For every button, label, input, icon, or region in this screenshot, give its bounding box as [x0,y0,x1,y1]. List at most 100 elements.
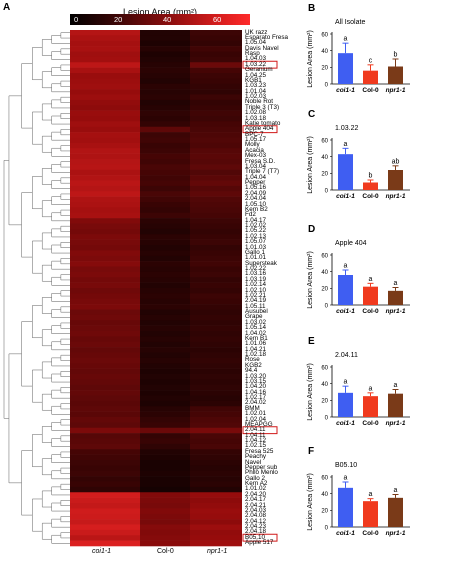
bar-panel-title: 1.03.22 [335,125,358,132]
heatmap-cell [70,529,140,536]
bar [338,154,353,190]
heatmap-row-label: Apple 517 [245,539,274,547]
heatmap-cell [140,67,190,74]
heatmap-cell [190,524,242,531]
heatmap-cell [140,519,190,525]
heatmap-cell [140,110,190,117]
heatmap-cell [140,540,190,547]
heatmap-cell [140,513,190,520]
heatmap-cell [70,395,140,402]
bar-y-axis-label: Lesion Area (mm²) [307,473,314,531]
heatmap-cell [140,51,190,58]
heatmap-row-label: 1.03.22 [245,60,267,68]
heatmap-cell [190,78,242,85]
heatmap-cell [140,481,190,488]
heatmap-cell [70,234,140,240]
heatmap-highlight-box [242,533,278,542]
heatmap-cell [70,352,140,359]
heatmap-cell [70,331,140,337]
heatmap-cell [70,460,140,466]
heatmap-cell [190,331,242,337]
bar [363,70,378,84]
bar [338,275,353,305]
heatmap-row-label: 1.02.10 [245,286,267,294]
heatmap-row-label: Acacia [245,146,264,154]
heatmap-cell [70,73,140,79]
heatmap-cell [190,40,242,47]
heatmap-cell [190,228,242,235]
heatmap-cell [190,400,242,407]
heatmap-cell [140,288,190,294]
heatmap-row-label: Katie tomato [245,119,281,127]
heatmap-cell [70,379,140,386]
heatmap-cell [140,374,190,380]
heatmap-cell [140,422,190,429]
heatmap-cell [190,374,242,380]
heatmap-row-label: 1.02.22 [245,265,267,272]
bar-category-label: coi1-1 [336,420,355,427]
heatmap-row-label: Fd2 [245,211,256,219]
heatmap-cell [70,481,140,488]
heatmap-cell [140,159,190,165]
heatmap-cell [190,218,242,224]
heatmap-row-label: 1.01.04 [245,87,267,95]
heatmap-cell [190,142,242,149]
heatmap-cell [140,105,190,111]
bar-category-label: Col-0 [362,193,379,200]
significance-letter: ab [392,158,400,165]
heatmap-cell [70,443,140,450]
heatmap-cell [190,443,242,450]
heatmap-cell [140,169,190,176]
heatmap-cell [190,293,242,300]
heatmap-cell [140,433,190,439]
heatmap-cell [140,454,190,461]
heatmap-cell [140,347,190,353]
heatmap-cell [190,148,242,154]
heatmap-cell [140,218,190,224]
heatmap-cell [140,492,190,498]
panel-letter-d: D [308,224,315,235]
heatmap-cell [190,357,242,364]
heatmap-cell [140,207,190,214]
heatmap-cell [70,261,140,267]
heatmap-cell [70,169,140,176]
heatmap-cell [70,540,140,547]
panel-letter-e: E [308,336,315,347]
bar [338,53,353,84]
bar [338,487,353,527]
heatmap-cell [140,126,190,133]
heatmap-cell [140,320,190,326]
heatmap-cell [190,438,242,445]
heatmap-cell [140,282,190,289]
heatmap-row-label: Noble Rot [245,98,274,106]
heatmap-cell [70,159,140,165]
heatmap-cell [190,175,242,181]
heatmap-cell [140,460,190,466]
heatmap-cell [140,529,190,536]
heatmap-cell [70,116,140,122]
heatmap-cell [190,309,242,316]
heatmap-cell [70,368,140,375]
heatmap-row-label: Triple 3 (T3) [245,103,280,111]
heatmap-cell [190,411,242,418]
significance-letter: a [344,475,348,482]
heatmap-row-label: Apple 404 [245,125,274,133]
heatmap-cell [140,89,190,95]
heatmap-col-npr1: npr1-1 [207,548,228,555]
heatmap-cell [70,449,140,455]
heatmap-cell [70,513,140,520]
heatmap-row-label: UK razz [245,28,268,36]
bar-category-label: Col-0 [362,308,379,315]
bar-category-label: Col-0 [362,530,379,537]
heatmap-cell [140,535,190,541]
heatmap-cell [70,374,140,380]
heatmap-cell [140,62,190,68]
heatmap-highlight-box [242,426,278,435]
heatmap-row-label: Rasp [245,50,260,57]
heatmap-cell [140,357,190,364]
significance-letter: a [394,382,398,389]
heatmap-cell [70,153,140,160]
heatmap-cell [140,503,190,509]
heatmap-row-label: Peachy [245,453,267,461]
